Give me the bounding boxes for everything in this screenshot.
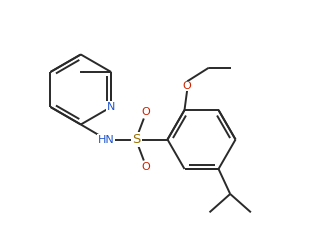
Text: O: O <box>141 107 150 117</box>
Text: S: S <box>132 133 141 146</box>
Text: O: O <box>183 81 191 91</box>
Text: O: O <box>141 162 150 172</box>
Text: N: N <box>107 102 115 112</box>
Text: HN: HN <box>98 134 114 144</box>
